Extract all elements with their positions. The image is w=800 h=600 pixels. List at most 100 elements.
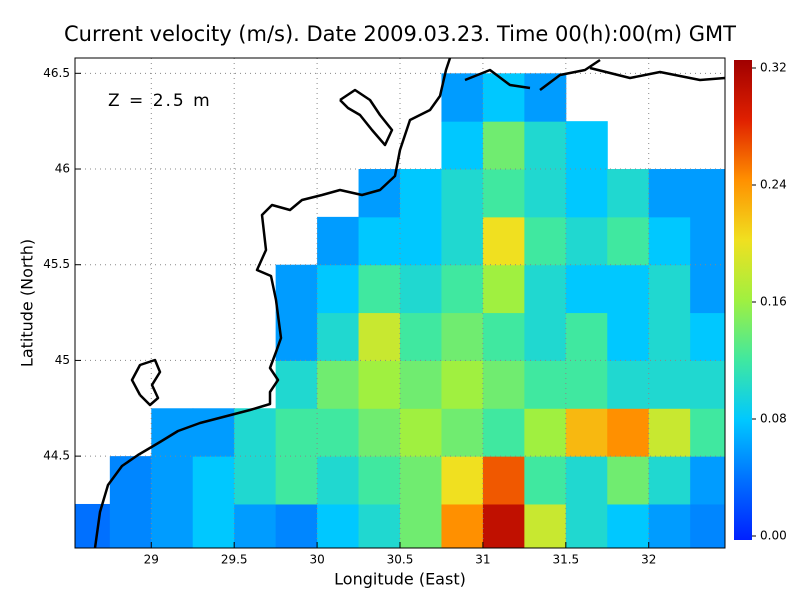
x-tick-label: 29.5 — [221, 553, 248, 567]
velocity-cell — [275, 360, 318, 409]
velocity-cell — [441, 73, 484, 122]
depth-annotation: Z = 2.5 m — [108, 91, 212, 111]
velocity-cell — [358, 408, 401, 457]
lagoon — [130, 358, 162, 407]
velocity-cell — [648, 408, 691, 457]
velocity-cell — [441, 312, 484, 361]
x-tick-label: 30.5 — [387, 553, 414, 567]
velocity-cell — [690, 264, 725, 314]
colorbar-tick-label: 0.32 — [760, 61, 787, 75]
velocity-cell — [524, 169, 567, 218]
coastline-west — [93, 58, 452, 548]
velocity-cell — [565, 408, 608, 457]
velocity-cell — [482, 503, 525, 548]
velocity-cell — [317, 264, 360, 314]
coastline-north — [539, 58, 601, 91]
velocity-cell — [607, 503, 650, 548]
x-tick-label: 32 — [641, 553, 656, 567]
velocity-cell — [400, 360, 442, 409]
velocity-cell — [607, 312, 650, 361]
velocity-cell — [607, 456, 650, 505]
velocity-cell — [690, 503, 725, 548]
velocity-cell — [317, 456, 360, 505]
velocity-cell — [524, 312, 567, 361]
velocity-cell — [275, 503, 318, 548]
velocity-cell — [441, 360, 484, 409]
velocity-cell — [400, 503, 442, 548]
velocity-cell — [317, 408, 360, 457]
velocity-cell — [524, 360, 567, 409]
velocity-cell — [109, 503, 152, 548]
velocity-cell — [690, 312, 725, 361]
velocity-cell — [275, 312, 318, 361]
velocity-cell — [690, 456, 725, 505]
velocity-cell — [151, 456, 194, 505]
x-tick-label: 31 — [475, 553, 490, 567]
velocity-cell — [441, 121, 484, 170]
y-tick-label: 46 — [55, 162, 70, 176]
velocity-cell — [648, 216, 691, 266]
velocity-cell — [565, 503, 608, 548]
y-tick-label: 45 — [55, 353, 70, 367]
velocity-cell — [524, 456, 567, 505]
velocity-cell — [109, 456, 152, 505]
estuary — [339, 88, 394, 147]
velocity-cell — [524, 216, 567, 266]
velocity-cell — [358, 503, 401, 548]
velocity-cell — [690, 360, 725, 409]
velocity-cell — [317, 216, 360, 266]
velocity-cell — [275, 456, 318, 505]
coastline-northeast — [589, 66, 725, 82]
velocity-cell — [648, 264, 691, 314]
velocity-cell — [441, 264, 484, 314]
x-tick-label: 31.5 — [552, 553, 579, 567]
velocity-cell — [400, 456, 442, 505]
velocity-cell — [441, 216, 484, 266]
velocity-cell — [358, 360, 401, 409]
velocity-cell — [482, 169, 525, 218]
velocity-field — [75, 73, 725, 548]
velocity-cell — [400, 312, 442, 361]
velocity-cell — [482, 121, 525, 170]
velocity-cell — [607, 169, 650, 218]
velocity-cell — [690, 408, 725, 457]
velocity-cell — [607, 264, 650, 314]
bay — [464, 68, 531, 90]
velocity-cell — [234, 503, 277, 548]
y-tick-label: 46.5 — [43, 66, 70, 80]
velocity-cell — [607, 360, 650, 409]
velocity-cell — [482, 456, 525, 505]
grid — [75, 58, 725, 548]
velocity-cell — [524, 121, 567, 170]
velocity-cell — [524, 503, 567, 548]
velocity-cell — [524, 73, 567, 122]
velocity-cell — [234, 456, 277, 505]
velocity-cell — [565, 360, 608, 409]
velocity-cell — [317, 312, 360, 361]
velocity-cell — [441, 408, 484, 457]
colorbar-tick-label: 0.24 — [760, 178, 787, 192]
velocity-cell — [317, 360, 360, 409]
velocity-cell — [400, 408, 442, 457]
velocity-cell — [400, 169, 442, 218]
velocity-cell — [524, 264, 567, 314]
velocity-cell — [565, 312, 608, 361]
velocity-cell — [565, 456, 608, 505]
velocity-cell — [317, 503, 360, 548]
colorbar-tick-label: 0.16 — [760, 295, 787, 309]
velocity-cell — [192, 503, 235, 548]
colorbar-tick-label: 0.00 — [760, 529, 787, 543]
y-axis-label: Latitude (North) — [18, 239, 37, 367]
velocity-cell — [151, 408, 194, 457]
x-tick-label: 30 — [309, 553, 324, 567]
velocity-cell — [565, 169, 608, 218]
velocity-cell — [648, 312, 691, 361]
velocity-cell — [192, 456, 235, 505]
x-axis-label: Longitude (East) — [334, 570, 466, 589]
velocity-cell — [690, 216, 725, 266]
velocity-cell — [441, 456, 484, 505]
velocity-cell — [524, 408, 567, 457]
velocity-cell — [151, 503, 194, 548]
velocity-cell — [607, 408, 650, 457]
velocity-cell — [275, 264, 318, 314]
